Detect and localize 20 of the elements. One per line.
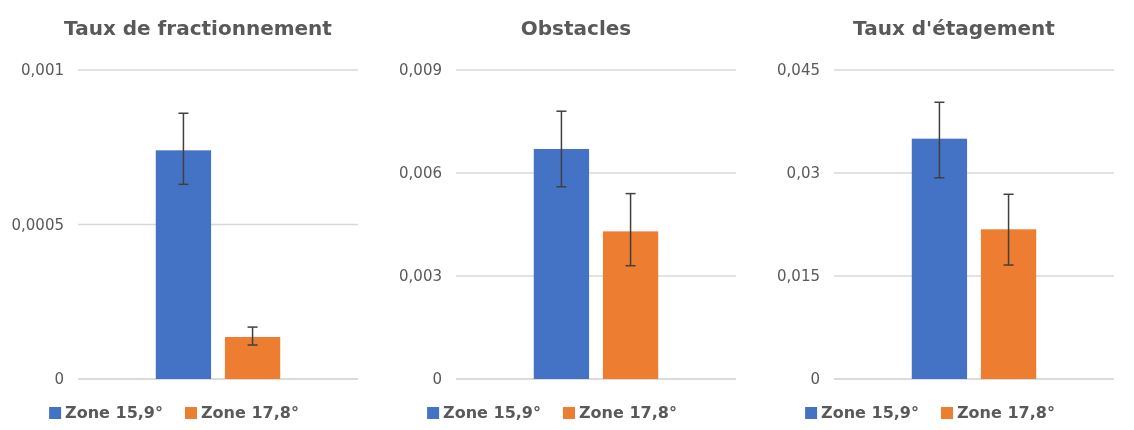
y-tick-label: 0	[54, 370, 64, 389]
legend-label: Zone 15,9°	[65, 403, 163, 422]
chart-title: Taux de fractionnement	[64, 16, 333, 40]
legend-label: Zone 15,9°	[443, 403, 541, 422]
legend-label: Zone 15,9°	[821, 403, 919, 422]
y-tick-label: 0,009	[399, 61, 442, 80]
y-tick-label: 0,006	[399, 164, 442, 183]
legend-label: Zone 17,8°	[579, 403, 677, 422]
y-tick-label: 0,003	[399, 267, 442, 286]
y-tick-label: 0	[432, 370, 442, 389]
chart-title: Taux d'étagement	[853, 16, 1056, 40]
chart-title: Obstacles	[520, 16, 632, 40]
y-tick-label: 0,0005	[11, 215, 64, 234]
y-tick-label: 0,015	[777, 267, 820, 286]
legend-label: Zone 17,8°	[201, 403, 299, 422]
legend-label: Zone 17,8°	[957, 403, 1055, 422]
y-tick-label: 0	[810, 370, 820, 389]
y-tick-label: 0,03	[786, 164, 820, 183]
y-tick-label: 0,001	[21, 61, 64, 80]
y-tick-label: 0,045	[777, 61, 820, 80]
